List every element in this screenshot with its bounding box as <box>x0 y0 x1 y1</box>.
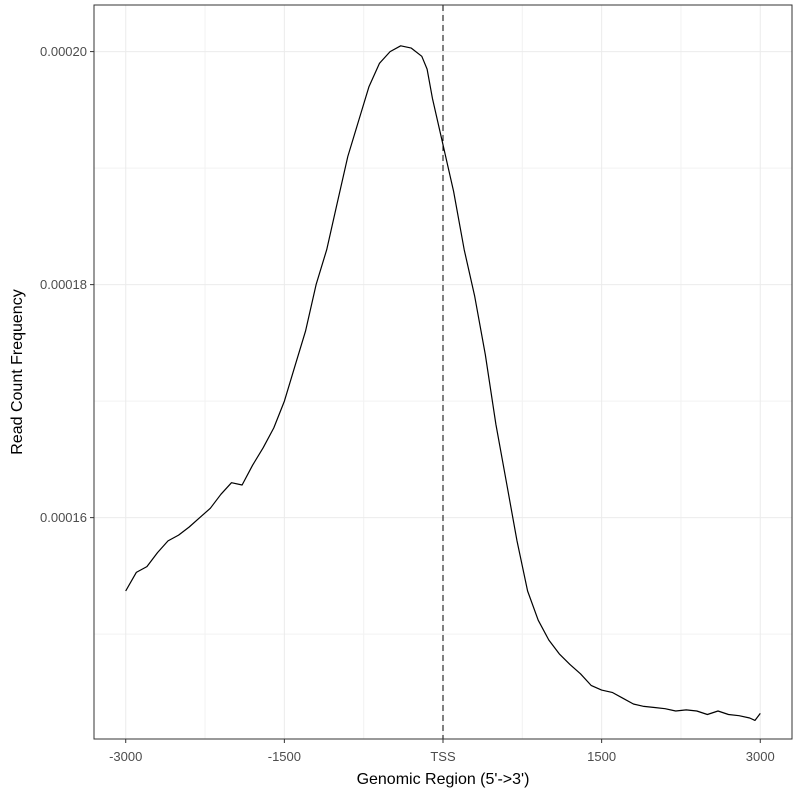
y-tick-label: 0.00016 <box>40 510 87 525</box>
x-tick-label: -3000 <box>109 749 142 764</box>
x-tick-label: -1500 <box>268 749 301 764</box>
y-tick-label: 0.00020 <box>40 44 87 59</box>
x-axis-title: Genomic Region (5'->3') <box>357 771 530 788</box>
x-axis-ticks: -3000 -1500 TSS 1500 3000 <box>109 739 775 764</box>
x-tick-label: 3000 <box>746 749 775 764</box>
series-group <box>125 45 761 721</box>
y-axis-title: Read Count Frequency <box>9 289 26 454</box>
x-tick-label: TSS <box>430 749 456 764</box>
y-tick-label: 0.00018 <box>40 277 87 292</box>
series-line <box>125 45 761 721</box>
y-axis-ticks: 0.00016 0.00018 0.00020 <box>40 44 94 525</box>
x-tick-label: 1500 <box>587 749 616 764</box>
